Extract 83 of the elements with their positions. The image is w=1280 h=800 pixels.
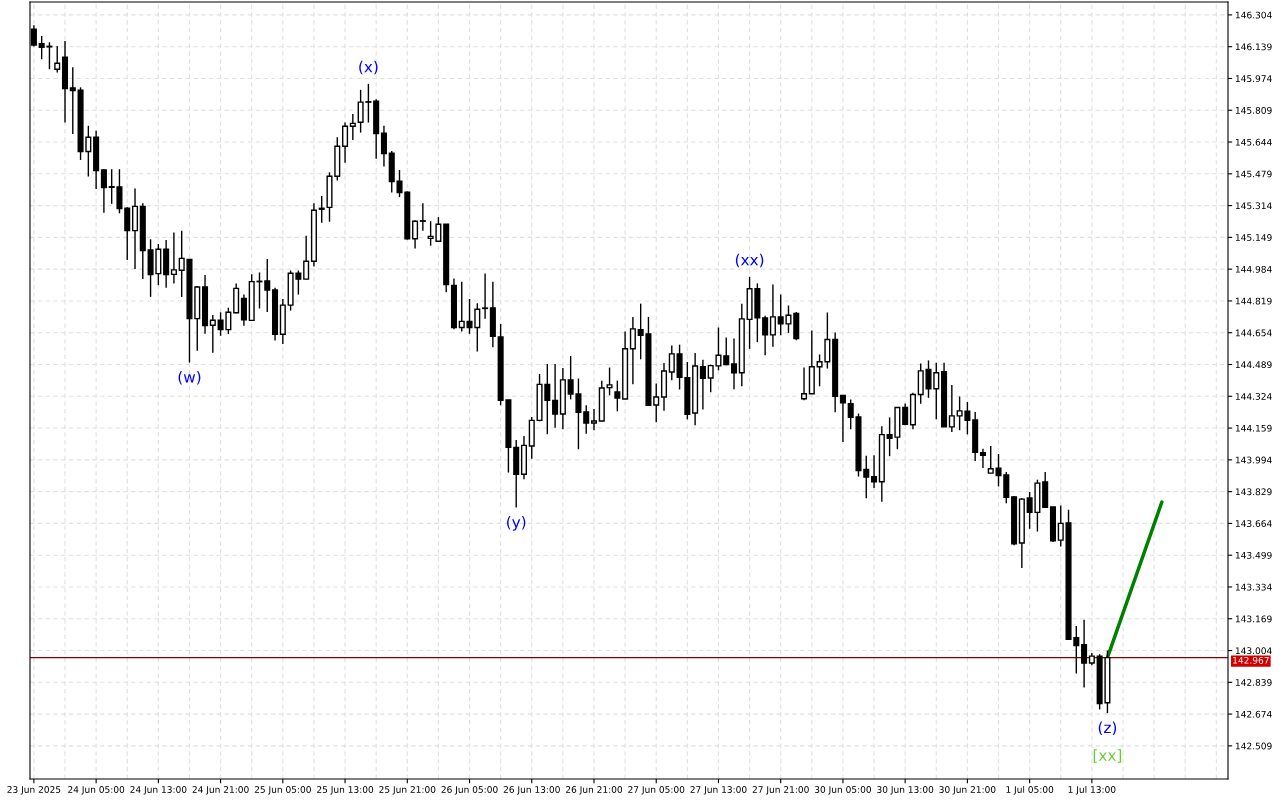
candlestick (552, 363, 559, 429)
x-tick-label: 25 Jun 05:00 (254, 786, 311, 795)
y-tick-label: 145.479 (1235, 170, 1272, 178)
y-tick-label: 144.159 (1235, 424, 1272, 432)
candlestick (342, 121, 349, 164)
y-tick-label: 144.654 (1235, 329, 1272, 337)
y-tick-label: 144.819 (1235, 297, 1272, 305)
x-tick-label: 30 Jun 05:00 (814, 786, 871, 795)
x-tick-label: 25 Jun 21:00 (379, 786, 436, 795)
y-tick-label: 143.004 (1235, 647, 1272, 655)
candlestick (871, 454, 878, 489)
y-tick-label: 143.334 (1235, 583, 1272, 591)
x-tick-label: 26 Jun 21:00 (565, 786, 623, 795)
y-tick-label: 143.169 (1235, 615, 1272, 623)
y-tick-label: 144.489 (1235, 361, 1272, 369)
y-tick-label: 143.994 (1235, 456, 1272, 464)
candlestick (170, 231, 177, 285)
candlestick (419, 202, 426, 232)
x-tick-label: 26 Jun 05:00 (441, 786, 498, 795)
y-tick-label: 145.149 (1235, 234, 1272, 241)
x-tick-label: 24 Jun 13:00 (130, 786, 187, 795)
y-tick-label: 145.809 (1235, 106, 1272, 114)
ref-line-label: 142.967 (1233, 656, 1269, 664)
x-tick-label: 1 Jul 05:00 (1006, 785, 1054, 795)
x-tick-label: 27 Jun 21:00 (752, 786, 809, 795)
x-tick-label: 23 Jun 2025 (7, 786, 61, 795)
candlestick (54, 45, 61, 74)
candlestick (723, 336, 730, 366)
candlestick (349, 113, 356, 141)
candlestick (629, 316, 636, 386)
x-tick-label: 27 Jun 13:00 (690, 786, 747, 795)
candlestick (653, 382, 660, 423)
candlestick (699, 358, 706, 411)
candlestick (318, 195, 325, 224)
x-tick-label: 25 Jun 13:00 (317, 786, 374, 795)
candlestick (948, 384, 955, 433)
candlestick (69, 66, 76, 135)
candlestick (769, 283, 776, 348)
y-tick-label: 146.304 (1235, 11, 1272, 19)
annotation: (y) (507, 515, 526, 531)
annotation: (x) (359, 60, 378, 75)
candlestick (839, 394, 846, 443)
candlestick (482, 272, 489, 320)
y-tick-label: 143.829 (1235, 488, 1272, 496)
y-tick-label: 146.139 (1235, 43, 1272, 51)
y-tick-label: 142.674 (1235, 710, 1272, 718)
candlestick (412, 219, 419, 250)
x-tick-label: 26 Jun 13:00 (503, 786, 560, 795)
y-tick-label: 145.314 (1235, 202, 1272, 210)
y-tick-label: 144.324 (1235, 393, 1272, 400)
candlestick (240, 293, 247, 327)
annotation: (z) (1098, 721, 1117, 736)
y-tick-label: 143.664 (1235, 520, 1272, 527)
y-tick-label: 142.509 (1235, 742, 1272, 750)
x-tick-label: 30 Jun 21:00 (939, 786, 996, 795)
x-tick-label: 24 Jun 21:00 (192, 786, 249, 795)
y-tick-label: 145.974 (1235, 75, 1272, 83)
candlestick (730, 337, 738, 390)
candlestick (979, 447, 986, 469)
x-tick-label: 30 Jun 13:00 (877, 786, 934, 795)
candlestick (614, 379, 621, 412)
candlestick (590, 408, 598, 432)
y-tick-label: 144.984 (1235, 265, 1272, 273)
candlestick (100, 168, 107, 214)
x-tick-label: 24 Jun 05:00 (68, 786, 125, 795)
candlestick (380, 125, 387, 168)
y-tick-label: 142.839 (1235, 679, 1272, 686)
annotation: [xx] (1093, 749, 1122, 763)
candlestick (668, 344, 675, 381)
candlestick (124, 206, 131, 261)
candlestick (303, 235, 310, 281)
candlestick (606, 366, 613, 397)
candlestick (1081, 619, 1088, 689)
candlestick (209, 314, 216, 354)
y-tick-label: 145.644 (1235, 138, 1272, 146)
y-tick-label: 143.499 (1235, 551, 1272, 559)
x-tick-label: 1 Jul 13:00 (1068, 785, 1116, 795)
annotation: (xx) (735, 253, 764, 268)
x-tick-label: 27 Jun 05:00 (628, 786, 685, 795)
candlestick (583, 404, 590, 435)
candlestick (762, 315, 769, 356)
candlestick (801, 366, 808, 401)
annotation: (w) (178, 370, 201, 385)
